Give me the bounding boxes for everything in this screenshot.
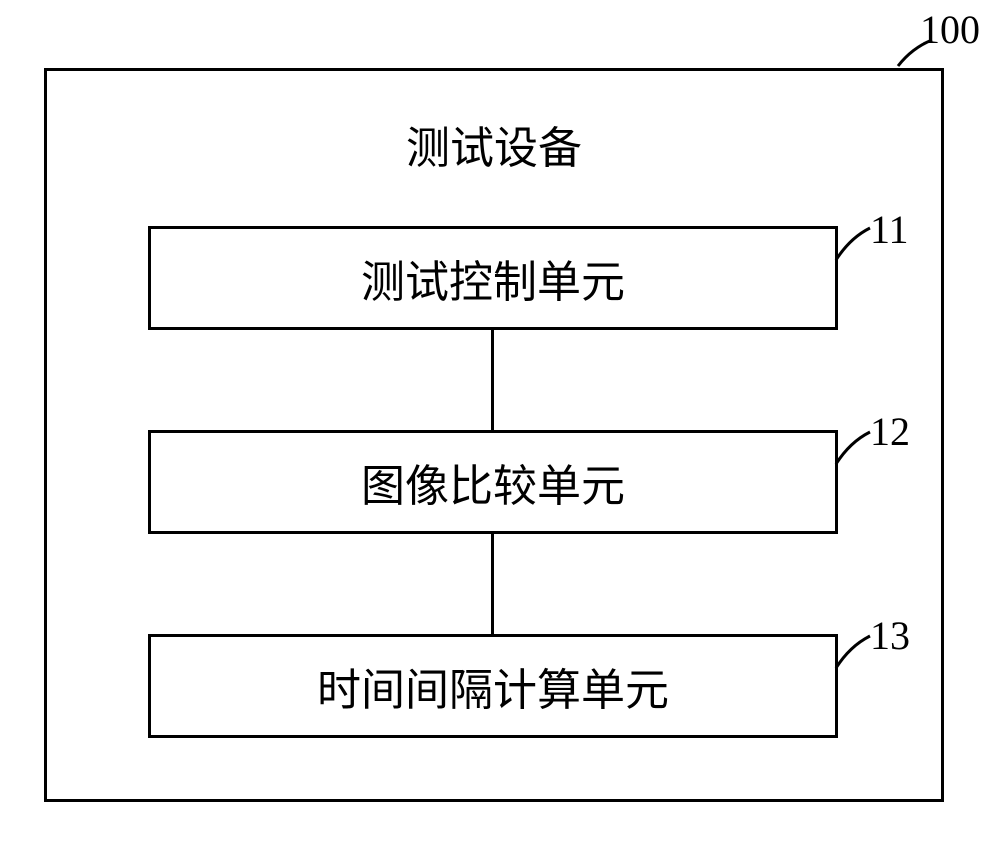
ref-label-13: 13 xyxy=(870,612,910,659)
leader-13 xyxy=(0,0,1000,849)
diagram-canvas: 测试设备 100 测试控制单元 11 图像比较单元 12 时间间隔计算单元 13 xyxy=(0,0,1000,849)
connector-1 xyxy=(491,534,494,634)
connector-0 xyxy=(491,330,494,430)
